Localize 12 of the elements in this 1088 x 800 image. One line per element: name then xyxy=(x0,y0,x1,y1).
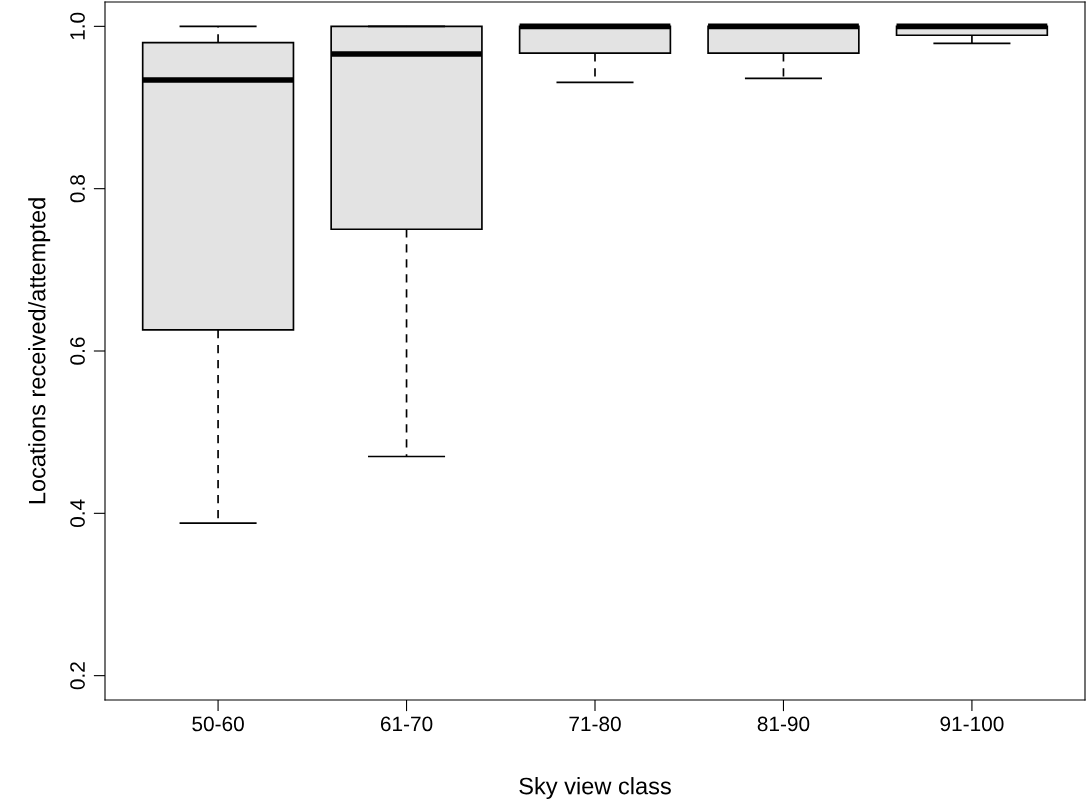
x-tick-label: 71-80 xyxy=(569,716,621,732)
y-tick-label: 0.8 xyxy=(70,175,85,203)
y-tick-label: 1.0 xyxy=(70,12,85,40)
y-tick-label: 0.2 xyxy=(70,662,85,690)
x-tick-label: 61-70 xyxy=(380,716,433,732)
y-tick-label: 0.4 xyxy=(70,499,85,527)
x-tick-label: 50-60 xyxy=(192,716,244,732)
x-tick-label: 81-90 xyxy=(757,716,810,732)
x-axis-title: Sky view class xyxy=(519,777,671,800)
y-axis-title: Locations received/attempted xyxy=(28,198,51,504)
y-tick-label: 0.6 xyxy=(70,337,85,365)
x-tick-label: 91-100 xyxy=(940,716,1004,732)
